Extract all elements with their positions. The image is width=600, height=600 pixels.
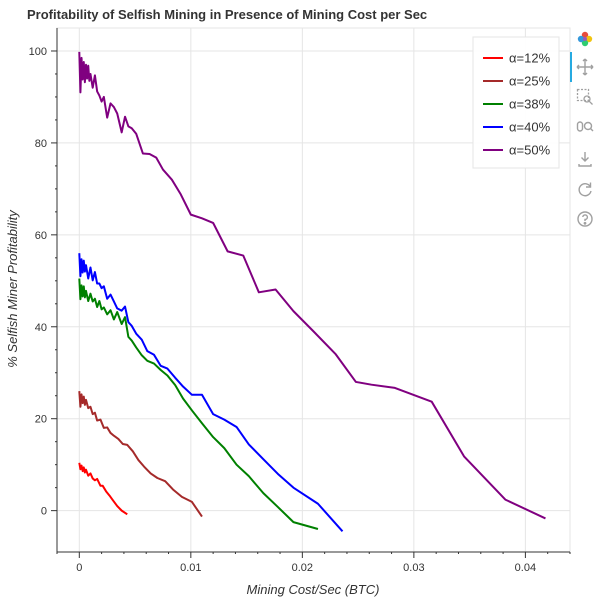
chart-title: Profitability of Selfish Mining in Prese…: [27, 7, 427, 22]
legend-label-1: α=12%: [509, 51, 551, 66]
reset-icon[interactable]: [576, 180, 594, 198]
help-icon[interactable]: [576, 210, 594, 228]
x-tick-label: 0.02: [292, 562, 313, 574]
series-line-3: [78, 278, 319, 530]
save-icon[interactable]: [576, 150, 594, 168]
y-tick-label: 80: [35, 138, 47, 150]
series-line-2: [78, 391, 203, 518]
legend: α=12% α=25% α=38% α=40% α=50%: [472, 36, 560, 169]
pan-icon[interactable]: [576, 58, 594, 76]
y-tick-label: 40: [35, 322, 47, 334]
x-tick-label: 0.04: [515, 562, 536, 574]
legend-label-2: α=25%: [509, 74, 551, 89]
legend-label-3: α=38%: [509, 97, 551, 112]
series-line-4: [78, 253, 344, 532]
y-axis-label: % Selfish Miner Profitability: [5, 209, 20, 368]
series-group: [78, 51, 546, 532]
y-tick-label: 20: [35, 414, 47, 426]
y-tick-label: 60: [35, 230, 47, 242]
y-tick-label: 100: [29, 46, 47, 58]
legend-label-4: α=40%: [509, 120, 551, 135]
x-tick-label: 0.01: [180, 562, 201, 574]
legend-label-5: α=50%: [509, 143, 551, 158]
bokeh-logo-icon[interactable]: [576, 30, 594, 48]
wheel-zoom-icon[interactable]: [576, 118, 594, 136]
x-tick-label: 0.03: [403, 562, 424, 574]
x-tick-label: 0: [76, 562, 82, 574]
y-axis: 0 20 40 60 80 100: [29, 28, 58, 552]
box-zoom-icon[interactable]: [576, 88, 594, 106]
y-tick-label: 0: [41, 506, 47, 518]
series-line-1: [78, 462, 128, 516]
toolbar: [570, 24, 600, 254]
x-axis-label: Mining Cost/Sec (BTC): [247, 582, 380, 597]
series-line-5: [78, 51, 546, 520]
x-axis: 0 0.01 0.02 0.03 0.04: [56, 551, 571, 574]
active-tool-indicator: [570, 52, 572, 82]
